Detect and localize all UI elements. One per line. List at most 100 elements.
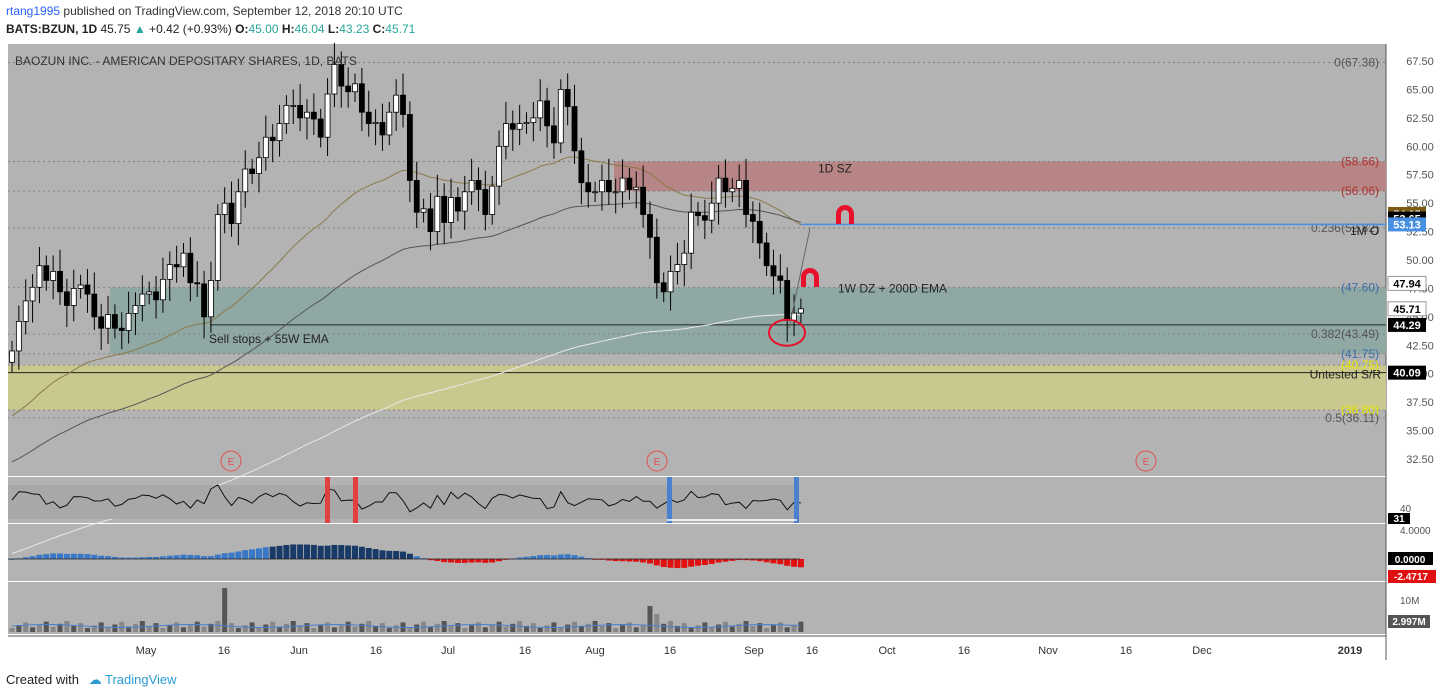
volume-bar <box>620 625 626 632</box>
candle <box>503 123 509 147</box>
histogram-bar <box>461 559 468 563</box>
histogram-bar <box>303 544 310 559</box>
x-tick-label: May <box>136 645 157 657</box>
earnings-marker-icon <box>220 450 242 472</box>
histogram-bar <box>749 559 756 561</box>
volume-bar <box>359 623 365 632</box>
x-tick-label: Dec <box>1192 645 1212 657</box>
volume-bar <box>757 623 763 632</box>
histogram-bar <box>585 558 592 559</box>
candle <box>22 300 29 322</box>
histogram-bar <box>166 555 173 559</box>
candle <box>235 191 242 225</box>
candle <box>338 64 345 87</box>
histogram-bar <box>489 559 496 563</box>
candle <box>15 320 22 352</box>
candle <box>214 214 221 281</box>
volume-bar <box>331 627 337 632</box>
candle <box>50 270 57 281</box>
up-triangle-icon: ▲ <box>133 22 146 36</box>
volume-bar <box>558 627 564 632</box>
close-value: 45.71 <box>385 22 416 36</box>
candle <box>91 293 98 318</box>
histogram-bar <box>358 546 365 559</box>
histogram-bar <box>235 551 242 559</box>
histogram-bar <box>118 557 125 559</box>
histogram-badge <box>1388 570 1436 583</box>
histogram-bar <box>482 559 489 563</box>
candle <box>509 123 516 130</box>
histogram-bar <box>592 559 599 560</box>
histogram-bar <box>255 548 262 559</box>
volume-bar <box>36 624 42 632</box>
histogram-bar <box>132 557 139 559</box>
histogram-bar <box>214 554 221 559</box>
candle <box>523 122 530 124</box>
volume-bar <box>482 627 488 632</box>
earnings-marker-label: E <box>654 457 661 468</box>
histogram-bar <box>571 555 578 559</box>
candle <box>105 314 111 329</box>
volume-bar <box>297 625 303 632</box>
candle <box>420 208 427 213</box>
x-tick-label: 16 <box>1120 645 1132 657</box>
volume-bar <box>215 621 221 632</box>
volume-bar <box>119 621 125 632</box>
histogram-bar <box>640 559 647 563</box>
volume-bar <box>167 625 173 632</box>
candle <box>756 220 763 244</box>
volume-bar <box>791 624 797 632</box>
candle <box>386 111 393 136</box>
histogram-bar <box>784 559 791 566</box>
candle <box>9 350 15 363</box>
volume-bar <box>91 625 97 632</box>
volume-bar <box>414 624 420 632</box>
volume-bar <box>722 621 728 632</box>
sell-stops-annotation: Sell stops + 55W EMA <box>209 332 329 346</box>
candle <box>585 182 592 193</box>
volume-bar <box>201 626 207 632</box>
candle <box>736 180 743 189</box>
tradingview-link[interactable]: TradingView <box>105 672 177 687</box>
histogram-bar <box>91 554 98 559</box>
earnings-marker-label: E <box>228 457 235 468</box>
histogram-bar <box>633 559 640 562</box>
histogram-bar <box>201 556 208 559</box>
volume-bar <box>132 623 138 632</box>
candle <box>153 291 159 301</box>
candle <box>98 316 105 329</box>
oscillator-signal-blue <box>667 477 672 523</box>
volume-bar <box>84 628 90 632</box>
volume-bar <box>222 588 228 632</box>
histogram-bar <box>777 559 784 565</box>
candle <box>63 291 70 306</box>
candle <box>194 282 201 285</box>
candle <box>798 308 804 314</box>
price-badge-label: 45.71 <box>1393 304 1421 316</box>
candle <box>352 83 358 93</box>
price-badge-label: 53.13 <box>1393 219 1421 231</box>
symbol-label: BATS:BZUN, 1D <box>6 22 98 36</box>
candle <box>317 118 324 138</box>
y-tick-label: 35.00 <box>1406 426 1434 438</box>
volume-bar <box>441 621 447 632</box>
candle <box>605 180 612 193</box>
histogram-bar <box>441 559 448 563</box>
histogram-bar <box>708 559 715 564</box>
histogram-bar <box>283 544 290 559</box>
x-tick-label: Aug <box>585 645 605 657</box>
volume-bar <box>153 623 159 632</box>
volume-bar <box>64 621 70 632</box>
publisher-link[interactable]: rtang1995 <box>6 4 61 18</box>
volume-bar <box>654 614 660 632</box>
price-badge-label: 44.29 <box>1393 320 1421 332</box>
candle <box>599 180 605 193</box>
level-label: (47.60) <box>1341 280 1379 294</box>
x-tick-label: Nov <box>1038 645 1058 657</box>
histogram-bar <box>269 546 276 559</box>
sr-zone-label: Untested S/R <box>1310 368 1382 382</box>
volume-bar <box>736 623 742 632</box>
candle <box>242 168 249 193</box>
histogram-bar <box>194 555 201 559</box>
